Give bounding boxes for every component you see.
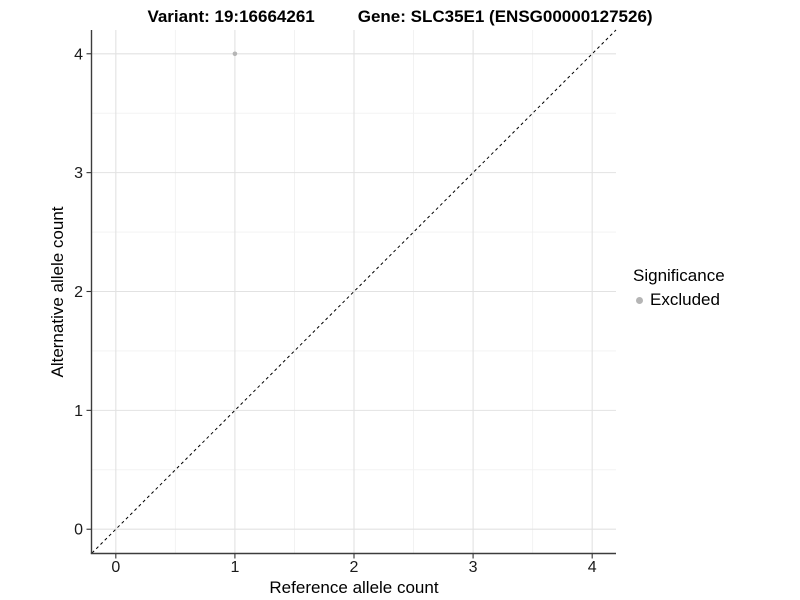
x-axis-title: Reference allele count bbox=[269, 578, 439, 597]
svg-text:2: 2 bbox=[350, 559, 359, 576]
plot-title-variant: Variant: 19:16664261 bbox=[147, 7, 315, 26]
svg-text:1: 1 bbox=[74, 403, 83, 420]
svg-text:0: 0 bbox=[74, 522, 83, 539]
svg-text:3: 3 bbox=[469, 559, 478, 576]
svg-text:3: 3 bbox=[74, 165, 83, 182]
plot-title: Variant: 19:16664261 Gene: SLC35E1 (ENSG… bbox=[0, 7, 800, 27]
plot-title-gene: Gene: SLC35E1 (ENSG00000127526) bbox=[357, 7, 653, 26]
legend-title: Significance bbox=[633, 266, 725, 285]
legend-entry-label: Excluded bbox=[650, 290, 720, 309]
svg-text:4: 4 bbox=[74, 46, 83, 63]
legend-entry-excluded: Excluded bbox=[633, 290, 725, 310]
svg-text:2: 2 bbox=[74, 284, 83, 301]
legend-point-icon bbox=[636, 296, 643, 304]
legend: Significance Excluded bbox=[633, 266, 725, 310]
svg-text:1: 1 bbox=[230, 559, 239, 576]
svg-text:4: 4 bbox=[588, 559, 597, 576]
svg-text:0: 0 bbox=[111, 559, 120, 576]
y-axis-title: Alternative allele count bbox=[48, 206, 67, 378]
